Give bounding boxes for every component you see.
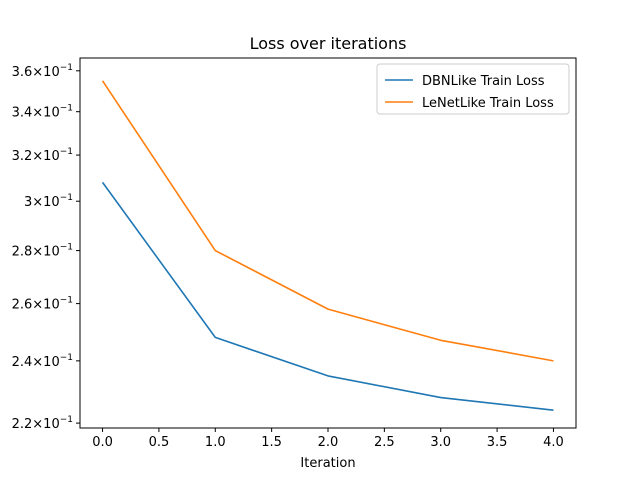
y-tick-label: 3×10−1 <box>24 193 73 210</box>
legend-box <box>376 63 570 115</box>
y-tick-label: 2.8×10−1 <box>12 243 73 260</box>
y-tick-label: 3.4×10−1 <box>12 104 73 121</box>
y-tick-label: 2.2×10−1 <box>12 415 73 432</box>
x-axis-label: Iteration <box>300 456 355 471</box>
x-tick-label: 3.0 <box>430 435 451 450</box>
series-line-1 <box>101 181 554 412</box>
plot-frame <box>79 57 577 429</box>
x-tick-label: 2.0 <box>318 435 339 450</box>
y-tick-label: 2.4×10−1 <box>12 353 73 370</box>
x-tick-label: 2.5 <box>374 435 395 450</box>
x-tick-label: 0.0 <box>92 435 113 450</box>
x-tick-label: 0.5 <box>149 435 170 450</box>
legend-label: DBNLike Train Loss <box>422 74 545 89</box>
plot-area <box>80 58 576 428</box>
x-tick-label: 1.5 <box>261 435 282 450</box>
legend-label: LeNetLike Train Loss <box>422 96 554 111</box>
y-tick-label: 2.6×10−1 <box>12 296 73 313</box>
y-tick-label: 3.2×10−1 <box>12 147 73 164</box>
series-lines <box>101 80 554 412</box>
y-tick-label: 3.6×10−1 <box>12 63 73 80</box>
x-tick-label: 1.0 <box>205 435 226 450</box>
x-tick-label: 4.0 <box>543 435 564 450</box>
y-axis: 2.2×10−1 2.4×10−1 2.6×10−1 2.8×10−1 3×10−1 3.… <box>12 63 80 432</box>
chart-title: Loss over iterations <box>250 34 407 53</box>
series-line-2 <box>101 80 554 362</box>
x-tick-label: 3.5 <box>487 435 508 450</box>
x-axis: 0.0 0.5 1.0 1.5 2.0 2.5 3.0 3.5 4.0 <box>92 428 564 450</box>
legend: DBNLike Train Loss LeNetLike Train Loss <box>376 63 570 115</box>
